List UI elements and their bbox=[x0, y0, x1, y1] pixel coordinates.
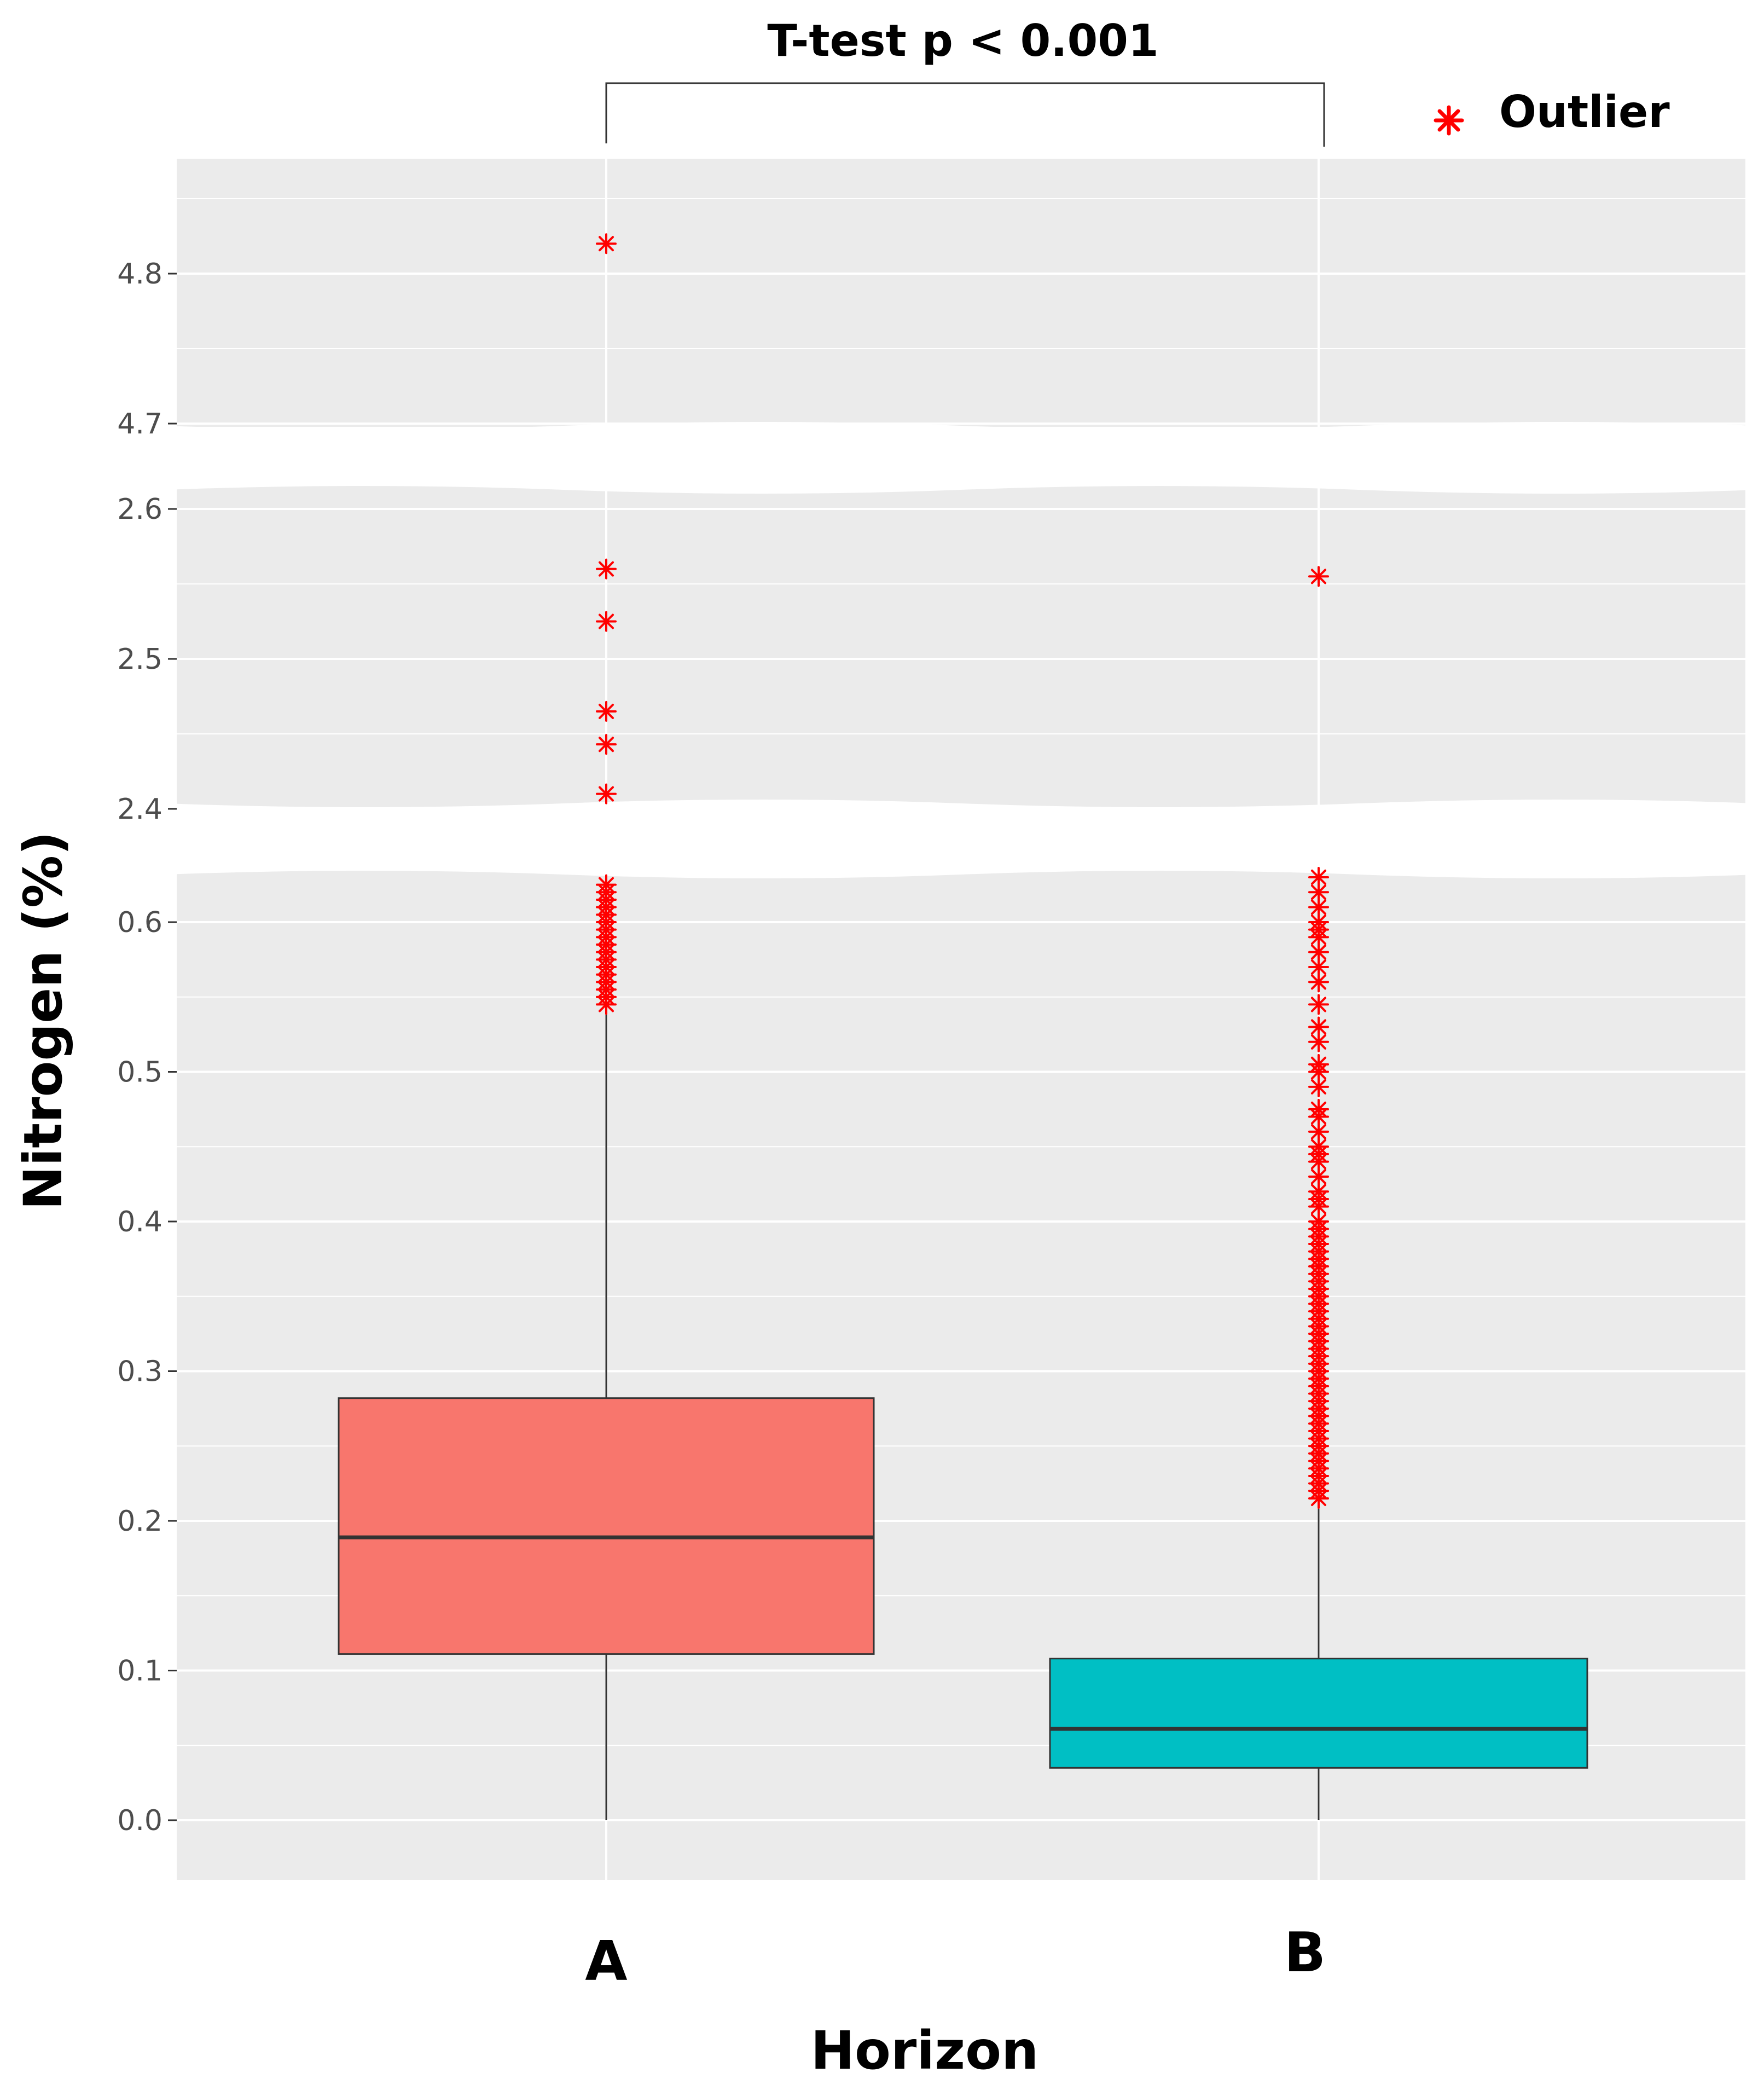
legend-outlier-symbol bbox=[1434, 105, 1464, 136]
panel-segment bbox=[177, 159, 1745, 427]
outlier-point bbox=[1308, 912, 1329, 933]
outlier-point bbox=[596, 558, 617, 580]
box-iqr bbox=[1049, 1658, 1588, 1769]
outlier-point bbox=[1308, 1136, 1329, 1157]
y-tick-label: 2.5 bbox=[117, 643, 163, 676]
y-axis-title: Nitrogen (%) bbox=[13, 831, 74, 1210]
y-tick-label: 0.3 bbox=[117, 1356, 163, 1388]
box-iqr bbox=[338, 1397, 875, 1655]
outlier-point bbox=[596, 701, 617, 722]
outlier-point bbox=[596, 783, 617, 804]
significance-bracket: T-test p < 0.001 bbox=[605, 15, 1325, 147]
outlier-point bbox=[1308, 1211, 1329, 1232]
x-axis-title: Horizon bbox=[811, 2020, 1039, 2081]
y-tick-label: 4.8 bbox=[117, 258, 163, 291]
outlier-points bbox=[596, 233, 1329, 1509]
y-tick-label: 4.7 bbox=[117, 408, 163, 441]
panel-segment bbox=[177, 484, 1745, 810]
legend: Outlier bbox=[1434, 86, 1670, 137]
legend-asterisk bbox=[1434, 105, 1464, 136]
y-tick-label: 0.6 bbox=[117, 906, 163, 939]
axis-break-lower bbox=[166, 800, 1756, 878]
outlier-point bbox=[1308, 941, 1329, 963]
outlier-point bbox=[1308, 866, 1329, 888]
outlier-point bbox=[1308, 1016, 1329, 1038]
outlier-point bbox=[596, 233, 617, 254]
box-B bbox=[1049, 1503, 1588, 1820]
boxes bbox=[338, 1012, 1588, 1820]
y-tick-label: 0.4 bbox=[117, 1206, 163, 1238]
y-tick-label: 2.4 bbox=[117, 793, 163, 826]
box-A bbox=[338, 1012, 875, 1820]
y-tick-label: 0.1 bbox=[117, 1655, 163, 1688]
axis-break-bands bbox=[166, 422, 1756, 878]
bracket-line bbox=[605, 82, 1325, 147]
outlier-point bbox=[596, 611, 617, 632]
y-tick-label: 0.2 bbox=[117, 1505, 163, 1538]
y-tick-label: 0.0 bbox=[117, 1804, 163, 1837]
y-axis-ticks: 0.0 0.1 0.2 0.3 0.4 0.5 0.6 2.4 2.5 2.6 4.7 4.8 bbox=[117, 258, 177, 1837]
y-tick-label: 0.5 bbox=[117, 1056, 163, 1089]
outlier-point bbox=[1308, 566, 1329, 587]
y-tick-label: 2.6 bbox=[117, 493, 163, 526]
outlier-point bbox=[1308, 1053, 1329, 1075]
x-category-label: B bbox=[1284, 1920, 1326, 1984]
outlier-point bbox=[596, 874, 617, 895]
outlier-point bbox=[1308, 994, 1329, 1015]
legend-label: Outlier bbox=[1499, 86, 1670, 137]
x-category-label: A bbox=[585, 1929, 627, 1993]
outlier-point bbox=[596, 734, 617, 755]
axis-break-upper bbox=[166, 422, 1756, 494]
annotation-text: T-test p < 0.001 bbox=[767, 15, 1158, 66]
outlier-point bbox=[1308, 1098, 1329, 1120]
